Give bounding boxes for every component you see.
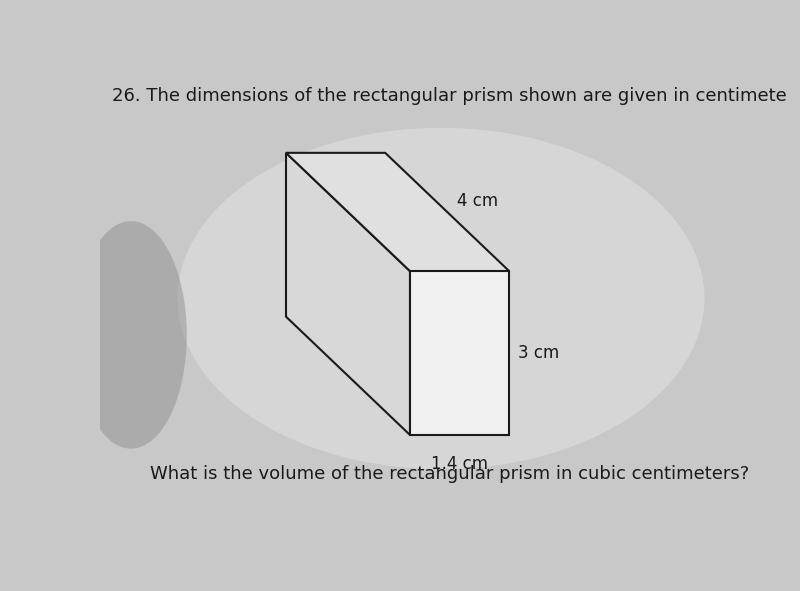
Text: 26. The dimensions of the rectangular prism shown are given in centimete: 26. The dimensions of the rectangular pr… (112, 87, 787, 105)
Polygon shape (410, 271, 510, 435)
Text: 1.4 cm: 1.4 cm (431, 456, 488, 473)
Ellipse shape (75, 221, 187, 449)
Text: 4 cm: 4 cm (457, 191, 498, 210)
Ellipse shape (178, 128, 705, 469)
Text: 3 cm: 3 cm (518, 344, 560, 362)
Text: What is the volume of the rectangular prism in cubic centimeters?: What is the volume of the rectangular pr… (150, 465, 749, 483)
Polygon shape (286, 153, 410, 435)
Polygon shape (286, 153, 510, 271)
